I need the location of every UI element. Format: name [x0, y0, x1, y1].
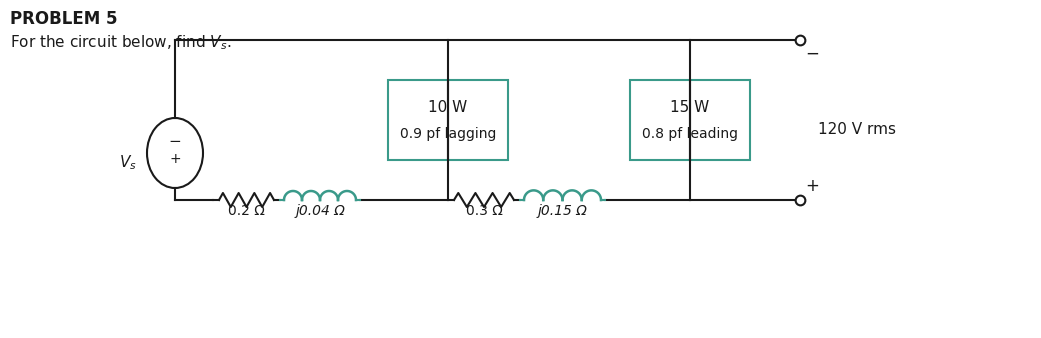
FancyBboxPatch shape — [630, 80, 750, 160]
Text: j0.15 Ω: j0.15 Ω — [537, 204, 587, 218]
Text: 0.3 Ω: 0.3 Ω — [465, 204, 503, 218]
Text: 0.8 pf leading: 0.8 pf leading — [642, 127, 738, 141]
Text: For the circuit below, find $V_s$.: For the circuit below, find $V_s$. — [10, 33, 231, 52]
Text: 0.9 pf lagging: 0.9 pf lagging — [400, 127, 497, 141]
Text: −: − — [169, 134, 181, 148]
FancyBboxPatch shape — [388, 80, 508, 160]
Text: −: − — [805, 45, 819, 63]
Text: +: + — [170, 152, 181, 166]
Text: PROBLEM 5: PROBLEM 5 — [10, 10, 118, 28]
Text: 0.2 Ω: 0.2 Ω — [228, 204, 265, 218]
Text: 120 V rms: 120 V rms — [818, 122, 896, 138]
Text: j0.04 Ω: j0.04 Ω — [295, 204, 345, 218]
Text: +: + — [805, 177, 819, 195]
Text: 10 W: 10 W — [429, 100, 467, 116]
Text: 15 W: 15 W — [670, 100, 710, 116]
Text: $V_s$: $V_s$ — [120, 154, 137, 172]
